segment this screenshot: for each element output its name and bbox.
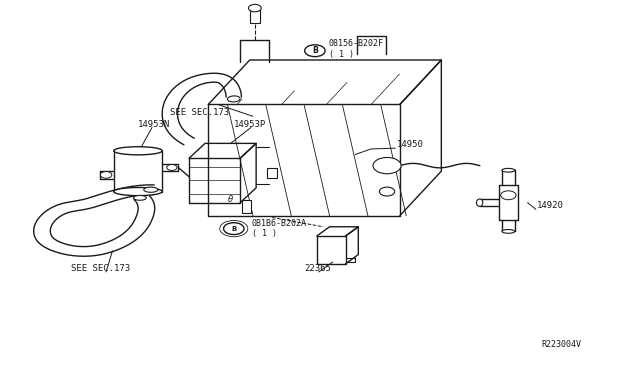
Circle shape — [248, 4, 261, 12]
Text: 0B1B6-B202A
( 1 ): 0B1B6-B202A ( 1 ) — [252, 219, 307, 238]
FancyBboxPatch shape — [242, 200, 251, 213]
FancyBboxPatch shape — [267, 168, 277, 178]
Ellipse shape — [114, 147, 163, 155]
Text: R223004V: R223004V — [542, 340, 582, 349]
Text: 22365: 22365 — [304, 264, 331, 273]
Text: B: B — [231, 226, 236, 232]
Ellipse shape — [227, 96, 240, 102]
Circle shape — [100, 171, 112, 178]
Ellipse shape — [144, 187, 158, 192]
Circle shape — [223, 223, 244, 235]
Ellipse shape — [502, 230, 515, 233]
Ellipse shape — [476, 199, 483, 206]
Text: 14950: 14950 — [397, 140, 424, 149]
Circle shape — [305, 45, 325, 57]
Ellipse shape — [502, 169, 515, 172]
Text: B: B — [312, 46, 318, 55]
Ellipse shape — [114, 187, 163, 196]
Text: 14953N: 14953N — [138, 119, 170, 129]
Text: SEE SEC.173: SEE SEC.173 — [170, 108, 229, 118]
Circle shape — [167, 164, 177, 170]
Text: 08156-B202F
( 1 ): 08156-B202F ( 1 ) — [329, 39, 384, 58]
Text: $\theta$: $\theta$ — [227, 193, 234, 205]
Circle shape — [380, 187, 395, 196]
Text: 14953P: 14953P — [234, 119, 266, 129]
Circle shape — [500, 191, 516, 200]
Text: SEE SEC.173: SEE SEC.173 — [71, 264, 130, 273]
FancyBboxPatch shape — [250, 10, 260, 23]
Text: 14920: 14920 — [537, 201, 564, 210]
Circle shape — [373, 157, 401, 174]
Ellipse shape — [134, 195, 147, 200]
